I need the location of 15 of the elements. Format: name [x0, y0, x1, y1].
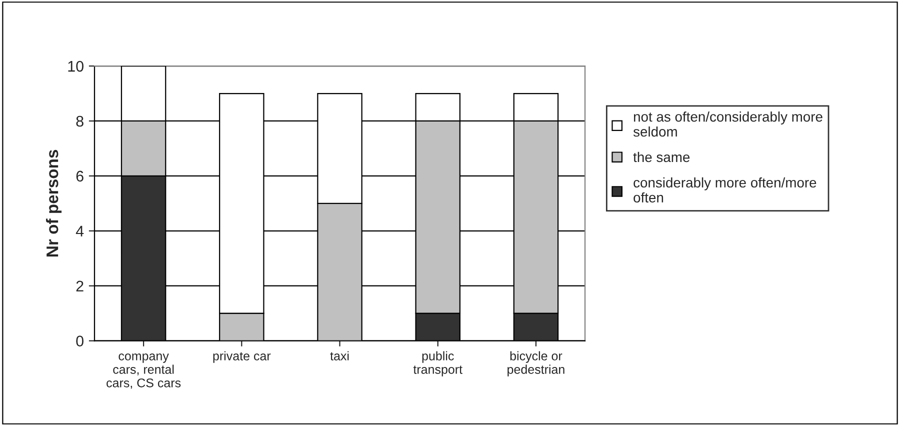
legend-label: considerably more often/more often [634, 177, 816, 203]
y-tick-label: 4 [76, 226, 84, 236]
x-tick-label: bicycle or pedestrian [508, 351, 564, 376]
x-tick-label: company cars, rental cars, CS cars [106, 354, 181, 389]
y-tick-label: 0 [76, 336, 84, 346]
y-tick-label: 10 [68, 60, 84, 72]
x-tick-label: public transport [413, 351, 462, 376]
y-axis-title: Nr of persons [46, 150, 62, 256]
x-tick-label: private car [213, 351, 271, 363]
y-tick-label: 6 [76, 170, 84, 182]
legend-label: the same [633, 152, 690, 162]
y-tick-label: 2 [76, 280, 84, 292]
legend-label: not as often/considerably more seldom [633, 112, 822, 137]
y-tick-label: 8 [76, 116, 84, 127]
x-tick-label: taxi [330, 351, 349, 360]
